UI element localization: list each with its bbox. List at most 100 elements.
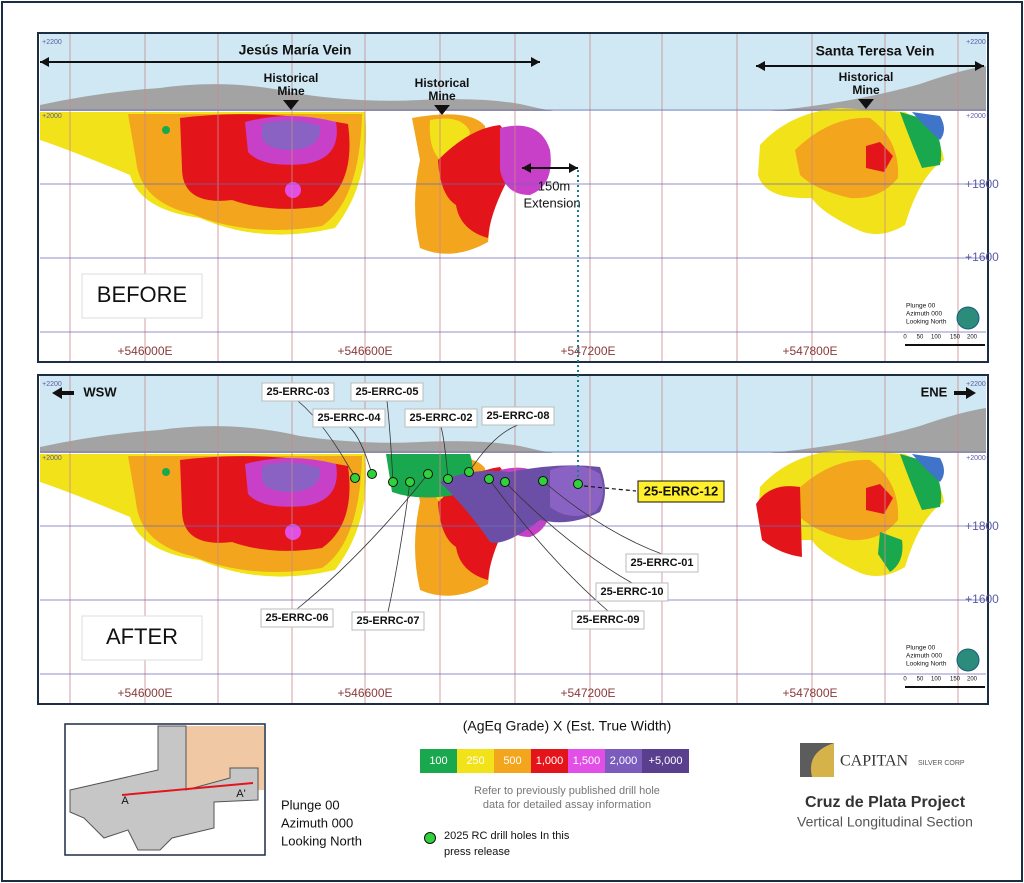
leader-line: [583, 485, 637, 492]
grade-zone: [795, 459, 899, 541]
grade-zone: [912, 112, 944, 140]
leader-line: [488, 478, 609, 612]
elevation-label: +2000: [966, 455, 986, 462]
legend-label: 1,000: [536, 755, 564, 767]
drill-label-box: [261, 382, 335, 402]
elevation-label: +2200: [42, 39, 62, 46]
grade-zone: [878, 532, 903, 572]
terrain: [40, 66, 986, 118]
drill-label-box: [351, 611, 425, 631]
elevation-label: +1800: [965, 177, 999, 191]
mine-marker: [858, 99, 874, 109]
easting-label: +547200E: [560, 686, 615, 700]
elevation-label: +2000: [966, 113, 986, 120]
vein-label: Santa Teresa Vein: [816, 43, 935, 59]
grade-zone: [162, 468, 170, 476]
panel-frame: [37, 374, 989, 705]
panel-label: AFTER: [106, 624, 178, 649]
panel-label: BEFORE: [97, 282, 187, 307]
grade-zone: [262, 462, 321, 492]
grade-zone: [756, 486, 802, 557]
drill-label-box: [312, 408, 386, 428]
legend-swatch: [457, 749, 494, 773]
drill-hole: [443, 474, 453, 484]
leader-line: [542, 480, 663, 555]
drill-hole-label: 25-ERRC-10: [601, 586, 664, 598]
section-marker: A: [121, 795, 129, 807]
extension-label: 150m: [538, 178, 571, 193]
leader-line: [387, 481, 411, 613]
elevation-label: +1600: [965, 592, 999, 606]
leader-line: [468, 424, 519, 473]
panel-label-box: [81, 615, 203, 661]
easting-label: +546600E: [337, 686, 392, 700]
grade-zone: [438, 125, 512, 238]
mine-label: Historical: [264, 71, 319, 85]
inset-claim: [69, 725, 259, 851]
orientation-text: Plunge 00: [281, 797, 340, 812]
drill-label-box: [260, 608, 334, 628]
easting-label: +547200E: [560, 344, 615, 358]
grade-zone: [866, 484, 893, 514]
elevation-label: +2200: [966, 39, 986, 46]
drill-label-box: [481, 406, 555, 426]
elevation-label: +2000: [42, 113, 62, 120]
scale-label: 0: [903, 335, 907, 341]
easting-label: +546600E: [337, 344, 392, 358]
legend-swatch: [494, 749, 531, 773]
grade-zone: [500, 125, 551, 195]
logo-sub: SILVER CORP: [918, 760, 965, 767]
elevation-label: +1600: [965, 250, 999, 264]
drill-hole-label: 25-ERRC-04: [318, 412, 382, 424]
leader-line: [348, 426, 373, 475]
project-title: Cruz de Plata Project: [805, 794, 966, 811]
drill-hole: [388, 477, 398, 487]
easting-label: +546000E: [117, 344, 172, 358]
legend-swatch: [642, 749, 689, 773]
orientation-text: Azimuth 000: [906, 311, 943, 318]
mine-label: Historical: [415, 76, 470, 90]
grade-zone: [550, 465, 604, 516]
scale-label: 100: [931, 677, 942, 683]
grade-zone: [285, 524, 301, 540]
legend-swatch: [605, 749, 642, 773]
leader-line: [440, 426, 449, 480]
compass-globe: [956, 306, 980, 330]
grade-zone: [795, 117, 899, 199]
easting-label: +546000E: [117, 686, 172, 700]
legend-note: Refer to previously published drill hole: [474, 785, 660, 797]
drill-hole-label: 25-ERRC-03: [267, 386, 330, 398]
elevation-label: +2200: [966, 381, 986, 388]
mine-label: Historical: [839, 70, 894, 84]
direction-arrow: [954, 387, 976, 399]
leader-line: [297, 400, 356, 479]
drill-hole: [484, 474, 494, 484]
drill-hole: [367, 469, 377, 479]
orientation-text: Looking North: [906, 661, 947, 668]
section-line: [121, 782, 254, 796]
panel-label-box: [81, 273, 203, 319]
mine-marker: [434, 105, 450, 115]
drill-hole: [500, 477, 510, 487]
scale-label: 150: [950, 335, 961, 341]
grade-zone: [285, 182, 301, 198]
logo-mark: [810, 743, 834, 777]
easting-label: +547800E: [782, 344, 837, 358]
legend-label: +5,000: [649, 755, 683, 767]
grade-zone: [866, 142, 893, 172]
mine-label: Mine: [277, 84, 305, 98]
legend-label: 2,000: [610, 755, 638, 767]
drill-label-box: [571, 610, 645, 630]
drill-label-box: [595, 582, 669, 602]
legend-swatch: [568, 749, 605, 773]
vein-label: Jesús María Vein: [239, 42, 352, 58]
drill-label-box: [404, 408, 478, 428]
scale-label: 200: [967, 677, 978, 683]
grade-zone: [162, 126, 170, 134]
legend-note: 2025 RC drill holes In this: [444, 830, 570, 842]
orientation-text: Azimuth 000: [281, 815, 353, 830]
direction-arrow: [52, 387, 74, 399]
mine-marker: [283, 100, 299, 110]
drill-hole: [573, 479, 583, 489]
